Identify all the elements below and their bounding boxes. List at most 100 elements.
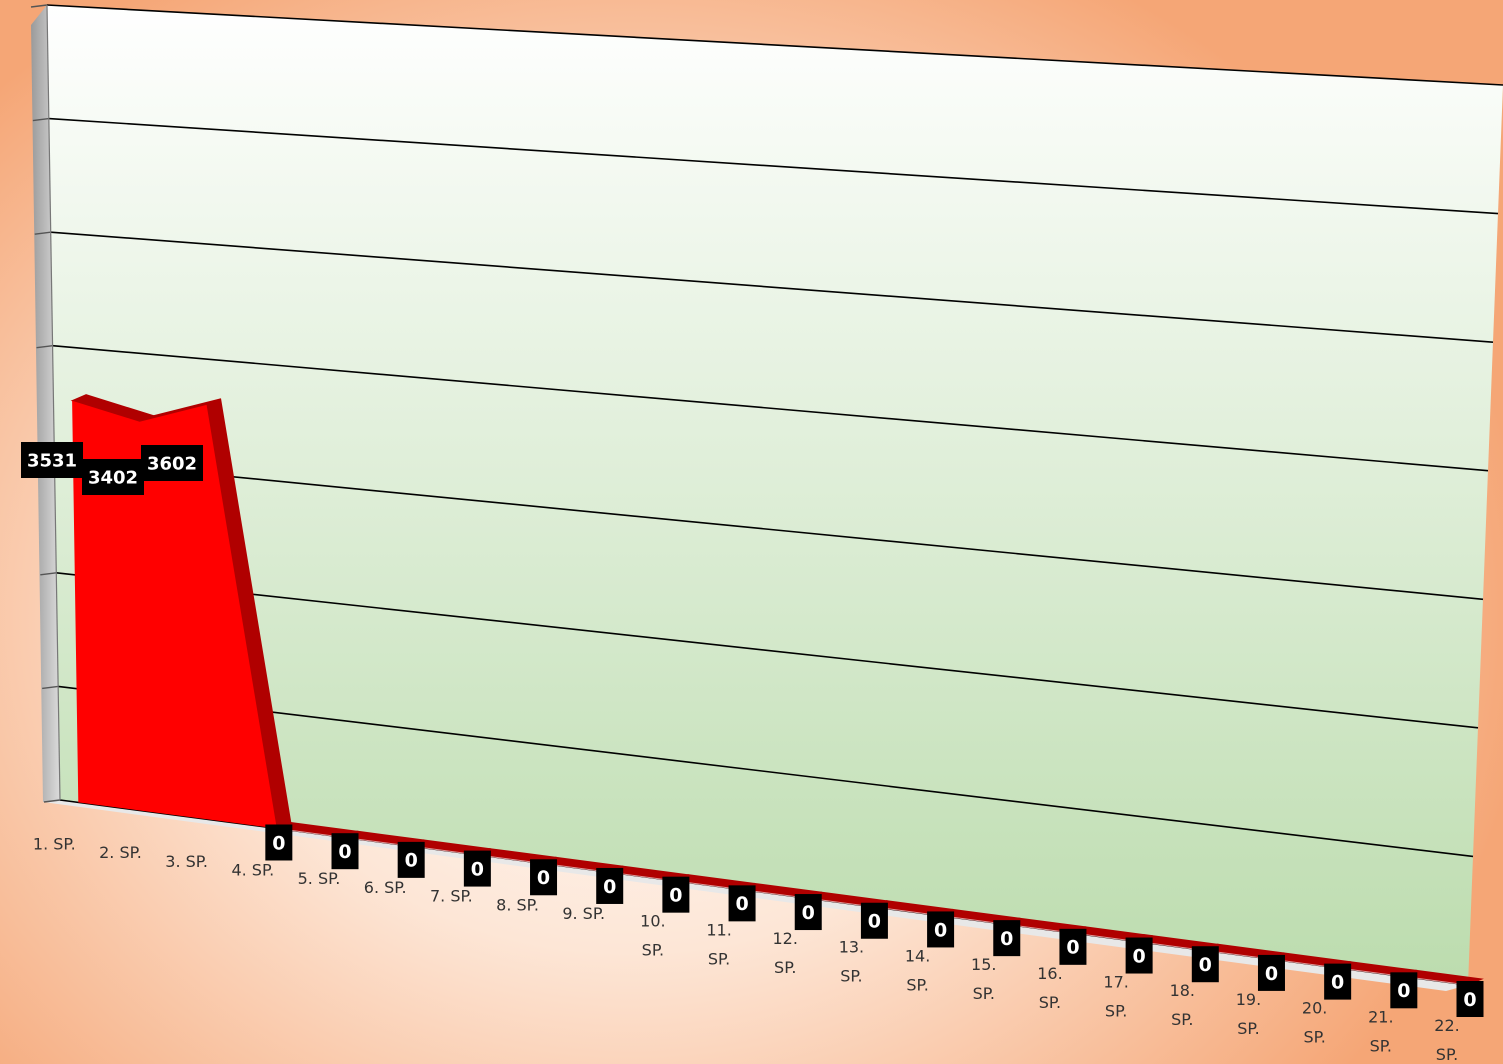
data-label: 0 <box>1191 946 1219 983</box>
category-tick-label: 4. SP. <box>231 860 274 879</box>
data-label: 0 <box>927 911 955 948</box>
data-label: 0 <box>530 859 558 896</box>
gridline <box>52 344 1489 472</box>
data-label-text: 0 <box>1199 954 1212 976</box>
data-label: 3402 <box>82 459 144 495</box>
data-label-text: 0 <box>802 902 815 924</box>
data-label-text: 0 <box>405 850 418 872</box>
category-tick-text: SP. <box>1370 1036 1392 1055</box>
value-axis-tick <box>30 4 48 8</box>
data-label-text: 0 <box>1463 989 1476 1011</box>
data-label: 0 <box>397 841 425 878</box>
data-label-text: 3531 <box>27 450 77 471</box>
category-tick-label: 12. SP. <box>773 929 798 977</box>
data-label-text: 0 <box>338 841 351 863</box>
category-tick-text: 14. <box>905 946 930 965</box>
category-tick-label: 8. SP. <box>496 895 539 914</box>
data-label-text: 0 <box>868 911 881 933</box>
category-tick-text: 11. <box>706 920 731 939</box>
data-label: 0 <box>860 902 888 939</box>
category-tick-text: 21. <box>1368 1007 1393 1026</box>
category-tick-label: 16. SP. <box>1037 964 1062 1012</box>
category-tick-text: 17. <box>1103 973 1128 992</box>
value-axis-line <box>46 4 61 801</box>
data-label-box <box>794 894 822 931</box>
gridline <box>48 117 1499 215</box>
data-label-text: 0 <box>1397 980 1410 1002</box>
back-wall <box>47 5 1503 985</box>
category-tick-text: 6. SP. <box>364 878 407 897</box>
category-tick-text: SP. <box>1237 1019 1259 1038</box>
category-tick-label: 21. SP. <box>1368 1007 1393 1055</box>
category-tick-text: 15. <box>971 955 996 974</box>
data-label-box <box>993 920 1021 957</box>
category-tick-label: 7. SP. <box>430 887 473 906</box>
category-tick-text: 12. <box>773 929 798 948</box>
category-tick-text: SP. <box>708 949 730 968</box>
category-tick-text: SP. <box>973 984 995 1003</box>
gridline <box>54 458 1484 601</box>
data-label-text: 3602 <box>147 453 197 474</box>
data-label-box <box>141 445 203 481</box>
data-label: 0 <box>662 876 690 913</box>
data-label-text: 3402 <box>88 467 138 488</box>
value-axis-tick <box>32 117 49 122</box>
data-label: 0 <box>1390 972 1418 1009</box>
data-label: 0 <box>1257 954 1285 991</box>
category-tick-text: SP. <box>1039 993 1061 1012</box>
data-label: 0 <box>728 885 756 922</box>
category-tick-label: 6. SP. <box>364 878 407 897</box>
category-tick-text: SP. <box>840 967 862 986</box>
category-tick-text: SP. <box>1303 1028 1325 1047</box>
category-axis: 1. SP. 2. SP. 3. SP. 4. SP. 5. SP. 6. SP. 7. S… <box>33 834 1460 1064</box>
data-label-box <box>596 867 624 904</box>
data-label: 0 <box>596 867 624 904</box>
category-tick-label: 19. SP. <box>1236 990 1261 1038</box>
value-axis-tick <box>36 345 53 349</box>
data-label-box <box>1191 946 1219 983</box>
data-label-text: 0 <box>1000 928 1013 950</box>
gridline <box>46 4 1503 86</box>
category-tick-text: 10. <box>640 912 665 931</box>
category-tick-label: 9. SP. <box>562 904 605 923</box>
data-label-text: 0 <box>603 876 616 898</box>
category-tick-label: 20. SP. <box>1302 999 1327 1047</box>
value-axis-tick <box>43 799 61 803</box>
category-tick-label: 14. SP. <box>905 946 930 994</box>
data-label-box <box>662 876 690 913</box>
category-tick-text: 22. <box>1434 1016 1459 1035</box>
data-label: 0 <box>463 850 491 887</box>
data-label-box <box>331 833 359 870</box>
data-label: 0 <box>265 824 293 861</box>
category-tick-label: 3. SP. <box>165 852 208 871</box>
value-axis-tick <box>42 685 59 690</box>
data-label-box <box>82 459 144 495</box>
category-tick-label: 13. SP. <box>839 938 864 986</box>
category-tick-text: 18. <box>1170 981 1195 1000</box>
category-tick-text: SP. <box>1171 1010 1193 1029</box>
data-label-text: 0 <box>735 893 748 915</box>
data-label: 0 <box>993 920 1021 957</box>
area-front-face <box>72 400 1469 985</box>
category-tick-text: 8. SP. <box>496 895 539 914</box>
value-axis <box>30 4 61 803</box>
data-label-box <box>1125 937 1153 974</box>
data-label-text: 0 <box>934 919 947 941</box>
data-label-box <box>927 911 955 948</box>
data-label-text: 0 <box>669 885 682 907</box>
category-tick-label: 22. SP. <box>1434 1016 1459 1064</box>
value-axis-tick <box>40 572 57 576</box>
data-label-box <box>397 841 425 878</box>
data-label: 3602 <box>141 445 203 481</box>
data-label: 0 <box>794 894 822 931</box>
data-label: 0 <box>1125 937 1153 974</box>
gridline <box>56 572 1479 729</box>
category-tick-label: 18. SP. <box>1170 981 1195 1029</box>
data-label: 0 <box>1324 963 1352 1000</box>
data-label-text: 0 <box>1331 971 1344 993</box>
category-tick-text: 20. <box>1302 999 1327 1018</box>
category-tick-label: 2. SP. <box>99 843 142 862</box>
category-tick-text: SP. <box>774 958 796 977</box>
category-tick-text: 2. SP. <box>99 843 142 862</box>
category-tick-label: 5. SP. <box>298 869 341 888</box>
